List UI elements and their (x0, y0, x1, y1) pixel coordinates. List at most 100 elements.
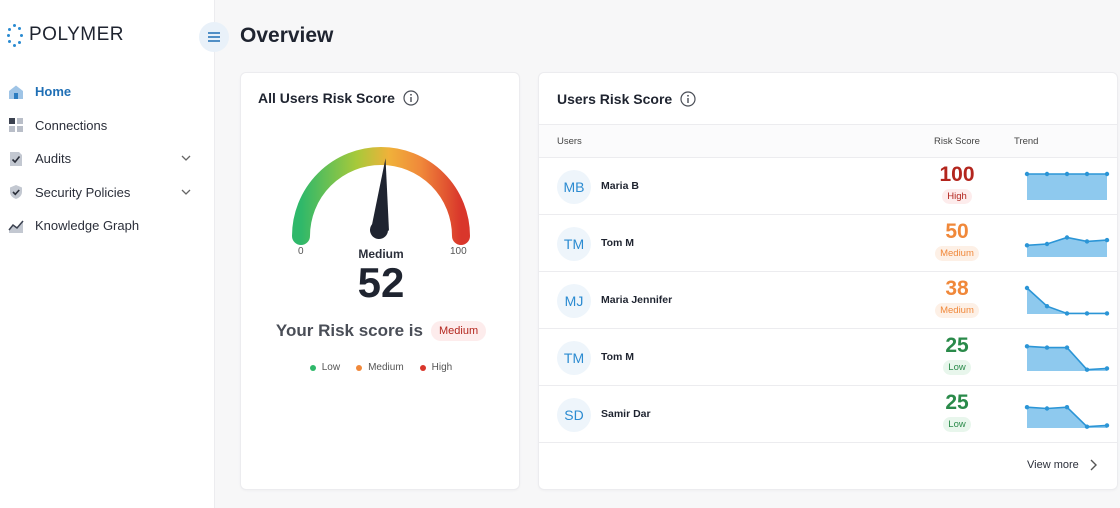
table-row[interactable]: TM Tom M 25 Low (539, 329, 1117, 386)
card-title-text: All Users Risk Score (258, 90, 395, 106)
gauge-min-label: 0 (298, 246, 304, 257)
sidebar-item-audits[interactable]: Audits (0, 142, 215, 176)
sidebar-item-label: Security Policies (35, 184, 131, 200)
user-name: Tom M (601, 351, 635, 363)
trend-point (1104, 237, 1110, 243)
trend-sparkline (1024, 344, 1110, 372)
trend-point (1084, 239, 1090, 244)
trend-point (1064, 311, 1070, 316)
trend-area (1027, 346, 1107, 371)
trend-area (1027, 174, 1107, 200)
hamburger-icon (208, 32, 220, 42)
risk-legend: Low Medium High (241, 362, 521, 373)
your-risk-text: Your Risk score is (275, 321, 423, 340)
gauge-arc (292, 147, 470, 245)
legend-dot-icon (356, 364, 363, 371)
trend-sparkline (1024, 235, 1110, 257)
risk-score: 50 (945, 220, 969, 243)
column-header-users[interactable]: Users (557, 136, 582, 147)
sidebar-item-security-policies[interactable]: Security Policies (0, 176, 215, 210)
info-icon[interactable] (680, 91, 696, 107)
trend-sparkline (1024, 285, 1110, 316)
grid-icon (8, 117, 24, 133)
status-badge: Medium (935, 246, 979, 261)
card-title-text: Users Risk Score (557, 91, 673, 107)
trend-point (1044, 406, 1050, 411)
audit-check-icon (8, 151, 24, 167)
users-risk-card: Users Risk Score Users Risk Score Trend … (538, 72, 1118, 490)
trend-point (1044, 304, 1050, 309)
trend-point (1044, 241, 1050, 247)
trend-point (1044, 171, 1050, 177)
card-title: All Users Risk Score (258, 90, 419, 106)
table-row[interactable]: TM Tom M 50 Medium (539, 215, 1117, 272)
view-more-label: View more (1027, 459, 1079, 471)
table-row[interactable]: MB Maria B 100 High (539, 158, 1117, 215)
column-header-trend[interactable]: Trend (1014, 136, 1039, 147)
trend-area (1027, 407, 1107, 428)
sidebar-item-knowledge-graph[interactable]: Knowledge Graph (0, 209, 215, 243)
sidebar-item-home[interactable]: Home (0, 75, 215, 109)
risk-level: Low (919, 360, 995, 375)
user-name: Samir Dar (601, 408, 651, 420)
status-badge: Medium (935, 303, 979, 318)
trend-point (1064, 171, 1070, 177)
logo-text: POLYMER (29, 24, 125, 45)
graph-icon (8, 218, 24, 234)
sidebar-nav: Home Connections Audits Security Policie… (0, 75, 215, 243)
risk-level: Medium (919, 303, 995, 318)
risk-score: 25 (945, 334, 969, 357)
trend-point (1104, 311, 1110, 316)
sidebar-item-connections[interactable]: Connections (0, 109, 215, 143)
risk-score-value: 52 (357, 259, 405, 306)
polymer-logo[interactable]: POLYMER (7, 24, 125, 47)
legend-dot-icon (419, 364, 426, 371)
trend-point (1044, 345, 1050, 350)
trend-point (1024, 285, 1030, 291)
chevron-right-icon (1090, 459, 1097, 471)
home-icon (8, 84, 24, 100)
trend-sparkline (1024, 171, 1110, 200)
avatar: MJ (557, 284, 591, 318)
legend-item-high: High (419, 362, 452, 373)
risk-level: High (919, 189, 995, 204)
risk-level: Medium (919, 246, 995, 261)
status-badge: High (942, 189, 972, 204)
avatar: MB (557, 170, 591, 204)
user-name: Maria Jennifer (601, 294, 673, 306)
trend-point (1064, 405, 1070, 410)
trend-point (1104, 171, 1110, 177)
card-title: Users Risk Score (557, 91, 696, 107)
trend-point (1084, 367, 1090, 372)
trend-point (1084, 311, 1090, 316)
gauge-status-label: Medium (358, 247, 404, 261)
view-more-link[interactable]: View more (1027, 459, 1097, 471)
status-badge: Low (943, 360, 971, 375)
status-badge: Medium (430, 321, 487, 341)
menu-toggle-button[interactable] (199, 22, 229, 52)
table-header: Users Risk Score Trend (539, 124, 1117, 158)
column-header-risk-score[interactable]: Risk Score (934, 136, 980, 147)
trend-point (1024, 171, 1030, 177)
risk-gauge (292, 147, 470, 245)
risk-score: 25 (945, 391, 969, 414)
table-row[interactable]: MJ Maria Jennifer 38 Medium (539, 272, 1117, 329)
trend-point (1104, 423, 1110, 428)
chevron-down-icon[interactable] (181, 187, 191, 197)
trend-point (1064, 235, 1070, 240)
table-row[interactable]: SD Samir Dar 25 Low (539, 386, 1117, 443)
info-icon[interactable] (403, 90, 419, 106)
chevron-down-icon[interactable] (181, 153, 191, 163)
avatar: TM (557, 227, 591, 261)
trend-sparkline (1024, 405, 1110, 429)
polymer-logo-icon (7, 24, 23, 47)
avatar: SD (557, 398, 591, 432)
sidebar-item-label: Knowledge Graph (35, 218, 140, 234)
risk-level: Low (919, 417, 995, 432)
page-title: Overview (240, 24, 334, 47)
legend-dot-icon (309, 364, 316, 371)
trend-point (1084, 424, 1090, 429)
sidebar-item-label: Home (35, 84, 72, 100)
risk-score: 38 (945, 277, 969, 300)
shield-check-icon (8, 184, 24, 200)
